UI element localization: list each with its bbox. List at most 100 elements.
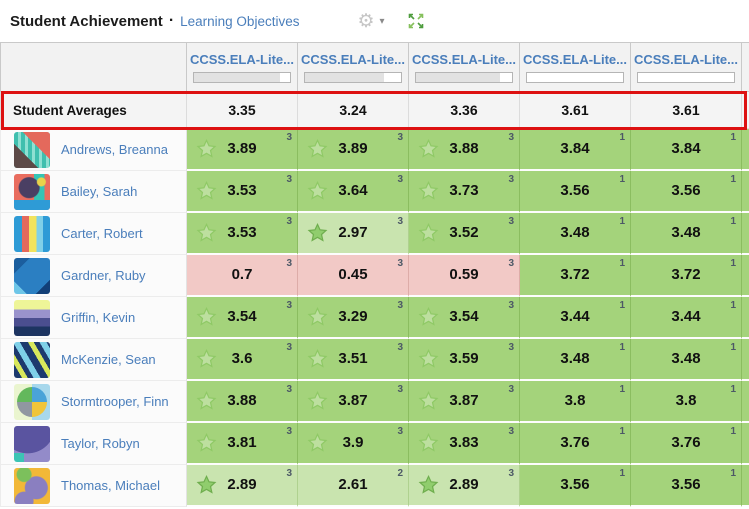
- score-value: 0.45: [338, 266, 368, 283]
- score-cell[interactable]: 3.88 3: [187, 381, 298, 423]
- score-cell[interactable]: 3.9 3: [298, 423, 409, 465]
- standard-link[interactable]: CCSS.ELA-Lite...: [411, 51, 516, 67]
- student-name-link[interactable]: Griffin, Kevin: [61, 310, 136, 325]
- evidence-count: 1: [619, 342, 625, 353]
- score-value: 3.51: [338, 350, 368, 367]
- score-cell[interactable]: 3.51 3: [298, 339, 409, 381]
- score-cell[interactable]: 3.89 3: [298, 129, 409, 171]
- score-value: 2.89: [227, 476, 257, 493]
- score-cell[interactable]: 3.88 3: [409, 129, 520, 171]
- score-cell[interactable]: 3.73 3: [409, 171, 520, 213]
- score-cell[interactable]: 2.61 2: [298, 465, 409, 507]
- standard-link[interactable]: CCSS.ELA-Lite...: [633, 51, 738, 67]
- student-name-link[interactable]: Andrews, Breanna: [61, 142, 168, 157]
- score-cell[interactable]: 3.72 1: [520, 255, 631, 297]
- student-name-link[interactable]: Carter, Robert: [61, 226, 143, 241]
- average-value: 3.61: [631, 92, 742, 129]
- score-cell[interactable]: 3.53 3: [187, 171, 298, 213]
- score-cell[interactable]: 3.87 3: [298, 381, 409, 423]
- score-cell[interactable]: 2.89 3: [409, 465, 520, 507]
- student-avatar: [14, 215, 50, 252]
- score-value: 3.64: [338, 182, 368, 199]
- score-cell[interactable]: 0.45 3: [298, 255, 409, 297]
- average-value-clipped: [742, 92, 749, 129]
- score-cell[interactable]: 3.48 1: [520, 213, 631, 255]
- score-cell[interactable]: 3.29 3: [298, 297, 409, 339]
- column-header-row: CCSS.ELA-Lite... CCSS.ELA-Lite... CCSS.ELA…: [0, 42, 749, 92]
- evidence-count: 1: [730, 300, 736, 311]
- score-cell[interactable]: 3.52 3: [409, 213, 520, 255]
- score-cell-clipped: [742, 381, 749, 423]
- title-separator: ·: [168, 12, 175, 29]
- student-name-link[interactable]: Stormtrooper, Finn: [61, 394, 169, 409]
- score-cell[interactable]: 3.48 1: [631, 339, 742, 381]
- student-name-link[interactable]: Bailey, Sarah: [61, 184, 138, 199]
- score-cell[interactable]: 3.81 3: [187, 423, 298, 465]
- score-cell[interactable]: 3.56 1: [631, 171, 742, 213]
- evidence-count: 3: [508, 216, 514, 227]
- student-name-link[interactable]: Taylor, Robyn: [61, 436, 140, 451]
- evidence-count: 3: [286, 426, 292, 437]
- score-cell[interactable]: 3.48 1: [520, 339, 631, 381]
- evidence-count: 1: [730, 132, 736, 143]
- score-value: 3.6: [231, 350, 253, 367]
- score-cell[interactable]: 3.56 1: [520, 171, 631, 213]
- score-cell[interactable]: 3.54 3: [187, 297, 298, 339]
- score-cell[interactable]: 2.89 3: [187, 465, 298, 507]
- evidence-count: 1: [619, 174, 625, 185]
- progress-fill: [194, 72, 281, 82]
- student-name-link[interactable]: McKenzie, Sean: [61, 352, 156, 367]
- mastery-progress-bar: [526, 71, 624, 83]
- evidence-count: 3: [286, 342, 292, 353]
- average-value: 3.24: [298, 92, 409, 129]
- mastery-progress-bar: [304, 71, 402, 83]
- score-cell[interactable]: 0.59 3: [409, 255, 520, 297]
- score-cell[interactable]: 3.64 3: [298, 171, 409, 213]
- score-cell[interactable]: 3.48 1: [631, 213, 742, 255]
- score-cell[interactable]: 3.84 1: [520, 129, 631, 171]
- score-cell[interactable]: 2.97 3: [298, 213, 409, 255]
- standard-link[interactable]: CCSS.ELA-Lite...: [522, 51, 627, 67]
- learning-objectives-link[interactable]: Learning Objectives: [180, 13, 300, 29]
- score-cell[interactable]: 3.76 1: [520, 423, 631, 465]
- score-value: 2.89: [449, 476, 479, 493]
- fullscreen-button[interactable]: [407, 12, 425, 30]
- score-cell[interactable]: 0.7 3: [187, 255, 298, 297]
- average-value: 3.61: [520, 92, 631, 129]
- score-cell[interactable]: 3.44 1: [631, 297, 742, 339]
- score-cell[interactable]: 3.56 1: [520, 465, 631, 507]
- score-value: 0.59: [449, 266, 479, 283]
- student-name-cell: Griffin, Kevin: [0, 297, 187, 339]
- score-cell[interactable]: 3.84 1: [631, 129, 742, 171]
- student-name-link[interactable]: Gardner, Ruby: [61, 268, 146, 283]
- score-cell[interactable]: 3.83 3: [409, 423, 520, 465]
- score-cell[interactable]: 3.8 1: [631, 381, 742, 423]
- score-cell[interactable]: 3.76 1: [631, 423, 742, 465]
- student-avatar: [14, 383, 50, 420]
- score-cell[interactable]: 3.72 1: [631, 255, 742, 297]
- score-value: 3.59: [449, 350, 479, 367]
- score-cell[interactable]: 3.8 1: [520, 381, 631, 423]
- standard-link[interactable]: CCSS.ELA-Lite...: [189, 51, 294, 67]
- score-cell[interactable]: 3.53 3: [187, 213, 298, 255]
- column-header: CCSS.ELA-Lite...: [631, 42, 742, 92]
- score-cell[interactable]: 3.59 3: [409, 339, 520, 381]
- standard-link[interactable]: CCSS.ELA-Lite...: [300, 51, 405, 67]
- settings-menu-button[interactable]: ⚙ ▾: [357, 12, 384, 31]
- score-cell[interactable]: 3.44 1: [520, 297, 631, 339]
- score-cell[interactable]: 3.6 3: [187, 339, 298, 381]
- score-cell[interactable]: 3.54 3: [409, 297, 520, 339]
- score-cell[interactable]: 3.87 3: [409, 381, 520, 423]
- student-avatar: [14, 341, 50, 378]
- column-header: CCSS.ELA-Lite...: [409, 42, 520, 92]
- score-value: 3.76: [671, 434, 701, 451]
- score-value: 3.8: [564, 392, 586, 409]
- score-cell[interactable]: 3.89 3: [187, 129, 298, 171]
- student-name-link[interactable]: Thomas, Michael: [61, 478, 160, 493]
- student-row: Andrews, Breanna 3.89 3 3.89 3 3.88 3 3.84 1 3.84…: [0, 129, 749, 171]
- score-value: 3.8: [675, 392, 697, 409]
- average-value: 3.36: [409, 92, 520, 129]
- evidence-count: 1: [730, 468, 736, 479]
- score-value: 3.52: [449, 224, 479, 241]
- score-cell[interactable]: 3.56 1: [631, 465, 742, 507]
